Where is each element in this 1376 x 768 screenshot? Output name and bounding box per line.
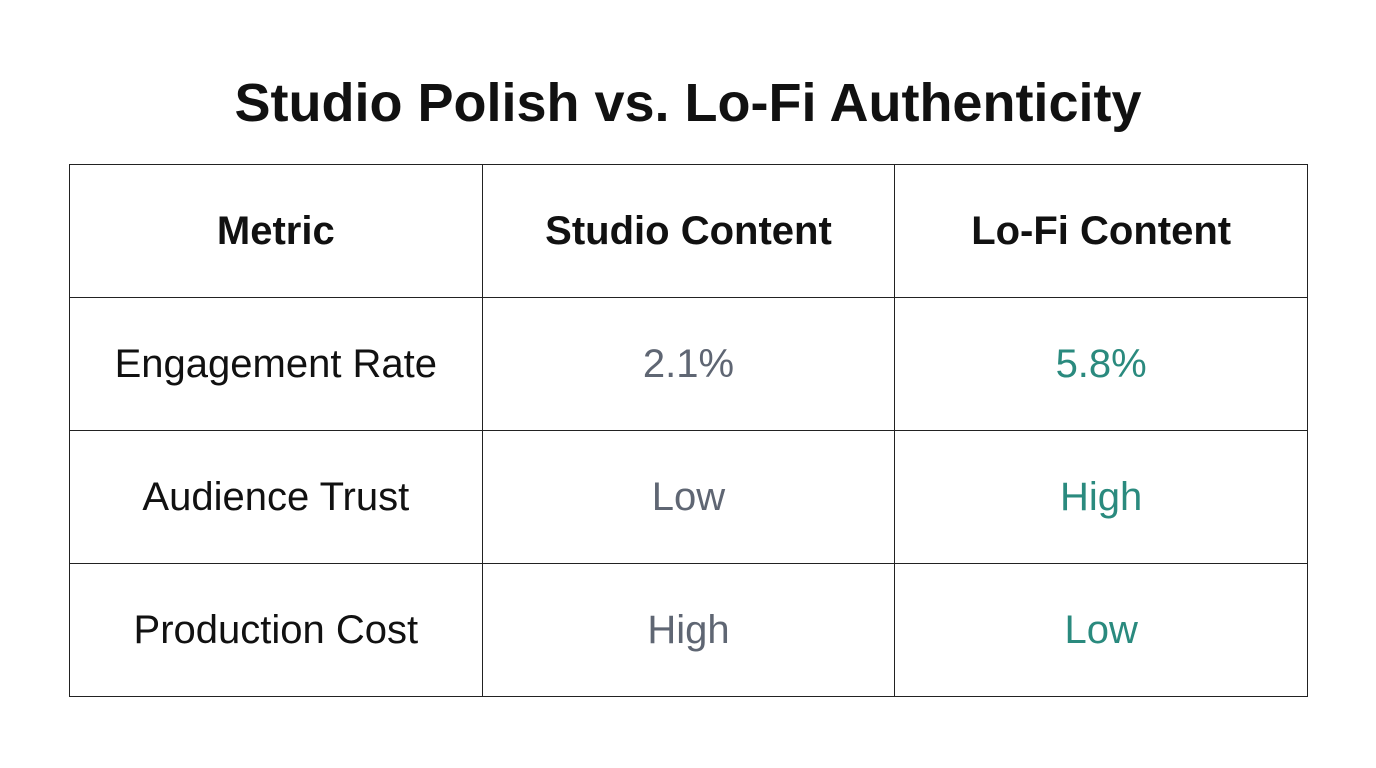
table-row: Engagement Rate 2.1% 5.8% xyxy=(69,297,1308,431)
table-row: Production Cost High Low xyxy=(69,563,1308,697)
table-row: Audience Trust Low High xyxy=(69,430,1308,564)
header-cell: Lo-Fi Content xyxy=(894,164,1308,298)
value-cell: 5.8% xyxy=(894,297,1308,431)
metric-cell: Production Cost xyxy=(69,563,483,697)
value-cell: High xyxy=(481,563,896,697)
value-cell: 2.1% xyxy=(481,297,896,431)
title: Studio Polish vs. Lo-Fi Authenticity xyxy=(234,73,1142,133)
value-cell: High xyxy=(894,430,1308,564)
header-cell: Metric xyxy=(69,164,483,298)
value-cell: Low xyxy=(894,563,1308,697)
table-header: Metric Studio Content Lo-Fi Content xyxy=(69,164,1308,298)
header-row: Metric Studio Content Lo-Fi Content xyxy=(69,164,1308,298)
metric-cell: Engagement Rate xyxy=(69,297,483,431)
header-cell: Studio Content xyxy=(481,164,896,298)
comparison-table: Metric Studio Content Lo-Fi Content Engage… xyxy=(69,164,1308,697)
value-cell: Low xyxy=(481,430,896,564)
metric-cell: Audience Trust xyxy=(69,430,483,564)
table-body: Engagement Rate 2.1% 5.8% Audience Trust Low… xyxy=(69,297,1308,697)
